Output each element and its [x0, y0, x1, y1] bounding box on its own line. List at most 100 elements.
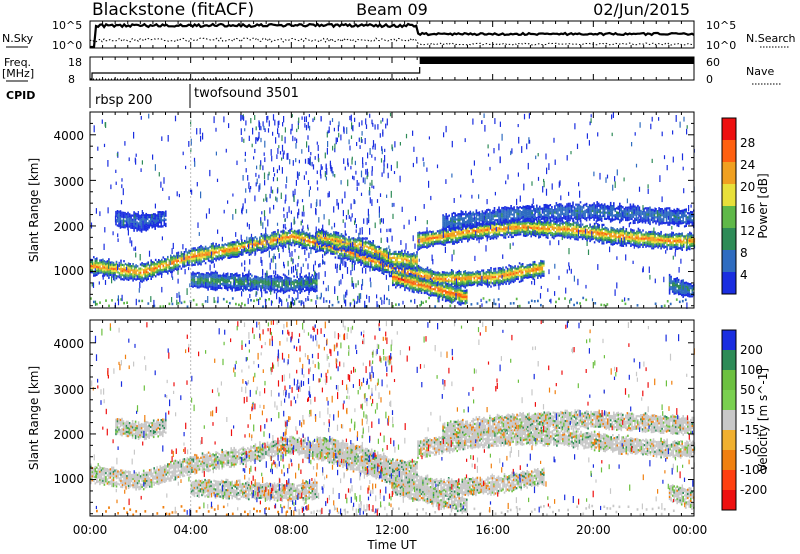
power-cell	[272, 245, 275, 248]
power-cell	[281, 246, 284, 249]
power-cell	[324, 247, 326, 250]
power-cell	[200, 244, 202, 248]
power-cell	[530, 267, 533, 271]
power-cell	[538, 272, 541, 275]
power-cell	[530, 233, 532, 236]
power-cell	[212, 258, 214, 262]
power-cell	[642, 229, 644, 232]
power-cell	[153, 269, 155, 272]
power-cell	[364, 256, 367, 259]
power-cell	[509, 269, 512, 272]
power-cell	[426, 280, 429, 283]
power-cell	[422, 282, 424, 285]
power-cell	[432, 242, 434, 246]
power-cell	[290, 242, 293, 245]
power-cell	[188, 255, 190, 258]
power-cell	[612, 239, 614, 242]
power-cell	[485, 226, 487, 230]
power-cell	[599, 230, 602, 234]
power-cell	[196, 278, 199, 281]
power-cell	[174, 265, 177, 268]
power-cell	[304, 238, 306, 241]
power-cell	[148, 266, 151, 269]
power-cell	[490, 285, 492, 288]
power-cell	[533, 223, 535, 226]
power-cell	[456, 279, 459, 282]
power-cell	[425, 268, 427, 271]
power-cell	[420, 246, 422, 249]
power-cell	[147, 273, 149, 276]
power-cell	[325, 248, 328, 251]
power-cell	[384, 256, 387, 259]
power-cell	[258, 279, 261, 282]
power-cell	[242, 276, 244, 279]
power-cell	[211, 275, 214, 278]
power-cell	[509, 231, 511, 234]
power-cell	[666, 233, 668, 236]
power-cell	[265, 245, 267, 248]
power-cell	[442, 243, 445, 246]
power-cell	[240, 285, 243, 288]
power-cell	[476, 276, 479, 279]
power-cell	[432, 276, 435, 280]
power-cell	[198, 256, 201, 259]
power-cell	[486, 230, 489, 234]
power-cell	[643, 233, 646, 236]
power-cell	[430, 233, 433, 236]
power-cell	[212, 256, 214, 259]
power-cell	[540, 270, 542, 273]
power-cell	[672, 235, 674, 239]
power-cell	[625, 238, 628, 241]
power-cell	[313, 241, 316, 245]
power-cell	[302, 244, 305, 248]
power-cell	[379, 251, 382, 254]
power-cell	[419, 266, 421, 269]
power-cell	[457, 240, 460, 243]
power-cell	[105, 261, 107, 264]
power-cell	[352, 258, 355, 261]
power-cell	[569, 237, 572, 240]
power-cell	[642, 239, 644, 242]
power-cell	[396, 259, 399, 262]
power-cell	[541, 270, 544, 273]
power-cell	[115, 260, 118, 263]
power-cell	[219, 257, 222, 260]
power-cell	[339, 244, 341, 247]
power-cell	[485, 231, 487, 234]
power-cell	[593, 228, 596, 232]
power-cell	[272, 286, 274, 289]
power-cell	[426, 286, 429, 289]
nsky-tick-top: 10^5	[52, 19, 82, 32]
power-cell	[299, 291, 301, 294]
power-cell	[306, 286, 309, 289]
power-cell	[506, 222, 508, 226]
power-cell	[226, 272, 229, 275]
power-cell	[524, 232, 526, 235]
power-cell	[447, 241, 449, 244]
power-cell	[264, 272, 267, 275]
power-cell	[246, 285, 249, 288]
freq-trace-line	[90, 67, 421, 80]
power-cell	[276, 278, 279, 281]
power-cell	[619, 242, 622, 245]
power-cell	[676, 233, 679, 236]
power-cell	[180, 253, 183, 256]
power-cell	[208, 285, 211, 288]
power-cell	[515, 231, 517, 235]
power-cell	[228, 246, 231, 249]
power-cell	[349, 257, 352, 260]
power-cell	[651, 243, 653, 246]
power-cell	[543, 264, 545, 267]
power-cell	[213, 245, 216, 248]
power-cell	[414, 272, 417, 275]
power-cell	[477, 235, 480, 238]
power-cell	[679, 237, 682, 240]
power-cell	[521, 228, 523, 231]
power-cell	[285, 283, 288, 287]
power-cell	[339, 248, 341, 252]
power-cell	[314, 284, 317, 287]
power-cell	[610, 239, 612, 242]
power-cell	[681, 246, 683, 249]
power-cell	[130, 265, 133, 268]
power-cell	[516, 227, 519, 230]
